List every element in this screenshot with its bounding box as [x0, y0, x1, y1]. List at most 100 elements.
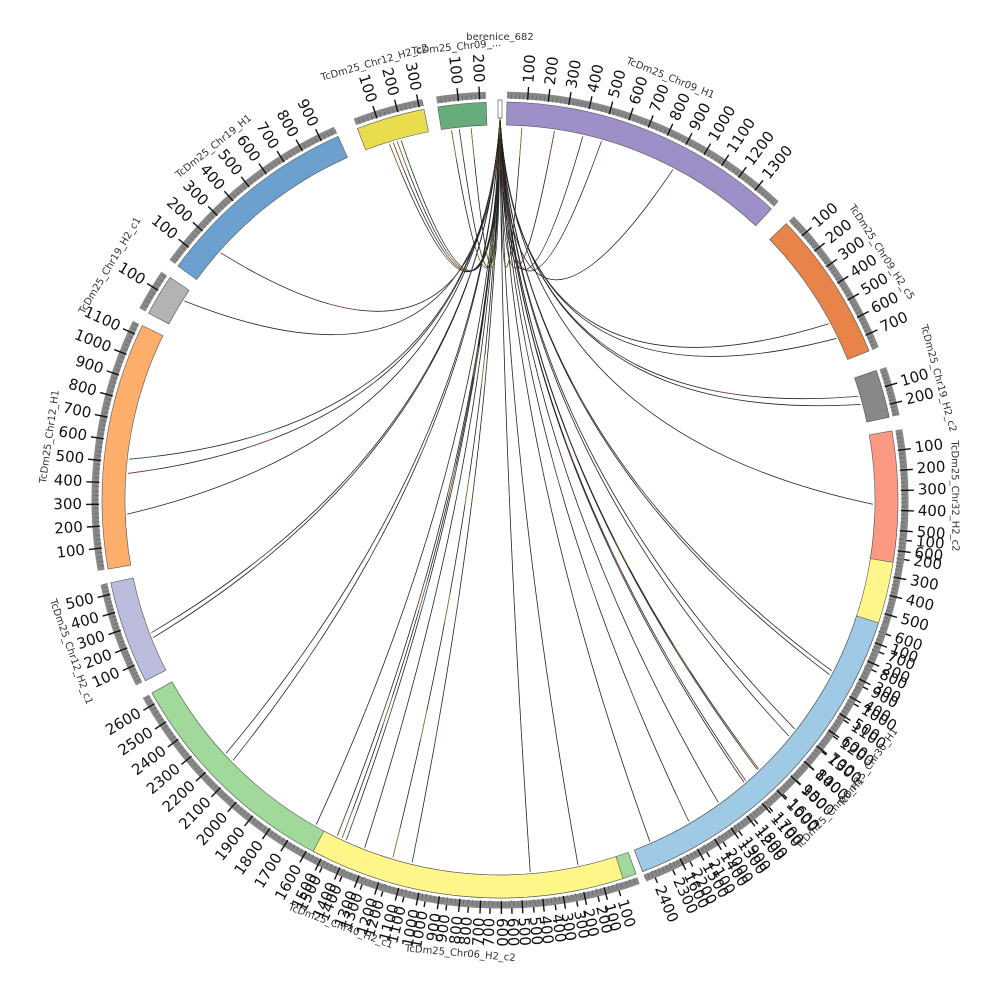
minor-tick: [891, 409, 897, 412]
minor-tick: [632, 116, 635, 122]
minor-tick: [121, 644, 126, 647]
link-accent: [225, 117, 501, 754]
major-tick: [108, 629, 121, 636]
minor-tick: [856, 682, 862, 685]
minor-tick: [782, 784, 787, 789]
major-tick: [86, 525, 100, 528]
link-accent: [411, 117, 501, 863]
minor-tick: [546, 898, 548, 904]
minor-tick: [710, 154, 714, 160]
minor-tick: [111, 615, 117, 618]
minor-tick: [740, 820, 744, 825]
minor-tick: [678, 136, 681, 142]
link-chr06_h2_c2: [341, 117, 501, 839]
major-tick: [703, 143, 712, 156]
minor-tick: [849, 300, 855, 304]
tick-label: 100: [519, 54, 539, 84]
minor-tick: [853, 689, 858, 693]
segment-band: [177, 136, 348, 280]
minor-tick: [223, 793, 227, 798]
link-accent: [499, 117, 837, 357]
minor-tick: [734, 170, 739, 176]
segment-chr12_h1: 10020030040050060070080090010001100TcDm2…: [38, 303, 164, 571]
major-tick: [874, 641, 888, 648]
minor-tick: [823, 260, 829, 264]
minor-tick: [176, 742, 181, 746]
minor-tick: [894, 569, 900, 571]
minor-tick: [296, 148, 299, 154]
minor-tick: [647, 872, 650, 878]
major-tick: [897, 550, 911, 554]
minor-tick: [575, 893, 577, 899]
minor-tick: [256, 174, 260, 180]
major-tick: [588, 96, 593, 110]
tick-label: 300: [918, 480, 947, 499]
minor-tick: [758, 805, 763, 810]
minor-tick: [686, 854, 690, 860]
minor-tick: [855, 685, 860, 689]
minor-tick: [100, 424, 106, 427]
major-tick: [280, 839, 289, 852]
minor-tick: [176, 254, 181, 258]
minor-tick: [393, 886, 395, 892]
minor-tick: [330, 130, 334, 136]
minor-tick: [599, 888, 602, 894]
major-tick: [97, 593, 111, 599]
minor-tick: [292, 844, 296, 850]
major-tick: [836, 275, 849, 284]
major-tick: [244, 815, 254, 827]
minor-tick: [707, 152, 711, 158]
minor-tick: [128, 661, 134, 664]
minor-tick: [103, 586, 109, 589]
major-tick: [240, 176, 250, 188]
tick-band: [436, 91, 486, 104]
link-chr19_h1: [220, 117, 501, 312]
major-tick: [899, 530, 913, 533]
minor-tick: [806, 758, 811, 762]
minor-tick: [284, 155, 288, 160]
major-tick: [730, 827, 740, 839]
minor-tick: [885, 388, 891, 391]
minor-tick: [190, 759, 195, 763]
minor-tick: [370, 114, 373, 120]
tick-label: 300: [909, 571, 941, 594]
link-accent: [459, 117, 501, 268]
major-tick: [94, 413, 108, 418]
minor-tick: [166, 728, 171, 732]
minor-tick: [674, 134, 678, 140]
minor-tick: [112, 619, 118, 622]
minor-tick: [119, 640, 125, 643]
minor-tick: [543, 96, 545, 102]
major-tick: [562, 895, 567, 909]
minor-tick: [307, 142, 311, 147]
major-tick: [889, 594, 903, 600]
major-tick: [210, 787, 221, 798]
link-chr19_h2_c2: [499, 117, 861, 407]
minor-tick: [113, 622, 119, 625]
minor-tick: [556, 98, 558, 104]
minor-tick: [689, 142, 693, 147]
minor-tick: [98, 556, 104, 558]
minor-tick: [714, 156, 718, 162]
minor-tick: [615, 883, 618, 889]
major-tick: [114, 348, 127, 355]
minor-tick: [755, 808, 760, 813]
minor-tick: [442, 896, 444, 902]
minor-tick: [440, 98, 442, 104]
tick-label: 500: [55, 447, 85, 468]
link-chr06_h1: [499, 117, 758, 771]
minor-tick: [295, 846, 299, 852]
minor-tick: [246, 812, 250, 818]
minor-tick: [226, 796, 231, 801]
minor-tick: [392, 108, 394, 114]
minor-tick: [717, 836, 721, 842]
minor-tick: [832, 273, 838, 277]
link-accent: [499, 117, 829, 348]
minor-tick: [779, 787, 784, 792]
minor-tick: [124, 344, 130, 347]
minor-tick: [898, 457, 904, 459]
minor-tick: [322, 860, 325, 866]
major-tick: [457, 898, 461, 912]
minor-tick: [106, 597, 112, 600]
